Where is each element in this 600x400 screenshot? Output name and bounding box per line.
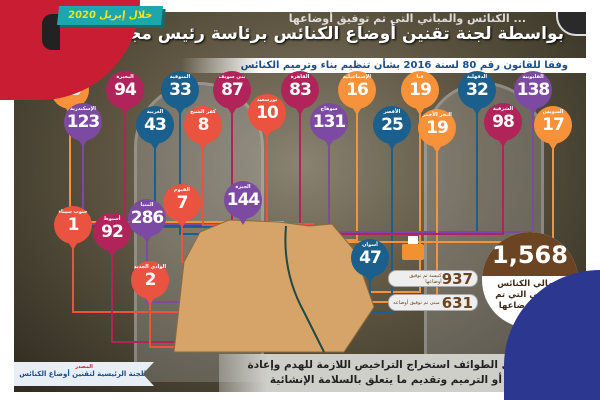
governorate-name: الشرقية — [492, 106, 514, 112]
egypt-map — [173, 219, 375, 353]
governorate-value: 43 — [144, 115, 167, 135]
governorate-pin: القليوبية 138 — [514, 71, 552, 115]
governorate-value: 32 — [466, 80, 489, 100]
nile-river — [284, 225, 325, 353]
map-shape — [173, 219, 375, 353]
churches-count: 937 — [441, 269, 473, 288]
governorate-value: 131 — [312, 112, 347, 132]
governorate-value: 19 — [426, 118, 449, 138]
footer-note: تتولى الطوائف استخراج التراخيص اللازمة ل… — [219, 354, 539, 392]
governorate-name: الغربية — [146, 109, 164, 115]
governorate-name: الفيوم — [173, 187, 191, 193]
governorate-pin: سوهاج 131 — [310, 103, 348, 147]
churches-pill: 937 كنيسة تم توفيق أوضاعها — [388, 269, 478, 288]
governorate-pin: بني سويف 87 — [213, 71, 251, 115]
governorate-value: 94 — [114, 80, 137, 100]
governorate-pin: الشرقية 98 — [484, 103, 522, 147]
source-ribbon: المصدر اللجنة الرئيسية لتقنين أوضاع الكن… — [14, 362, 154, 386]
governorate-value: 25 — [381, 115, 404, 135]
governorate-value: 123 — [66, 112, 101, 132]
governorate-pin: قنا 19 — [401, 71, 439, 115]
governorate-pin: الغربية 43 — [136, 106, 174, 150]
logo — [42, 14, 60, 50]
governorate-pin: جنوب سيناء 1 — [54, 206, 92, 250]
governorate-name: الإسماعيلية — [342, 74, 372, 80]
buildings-count: 631 — [441, 293, 473, 312]
governorate-value: 98 — [492, 112, 515, 132]
governorate-pin: الدقهلية 32 — [458, 71, 496, 115]
governorate-pin: البحر الأحمر 19 — [418, 109, 456, 153]
governorate-value: 10 — [256, 103, 279, 123]
governorate-pin: الإسماعيلية 16 — [338, 71, 376, 115]
governorate-pin: المنوفية 33 — [161, 71, 199, 115]
governorate-pin: القاهرة 83 — [281, 71, 319, 115]
governorate-value: 92 — [101, 222, 124, 242]
governorate-value: 2 — [144, 270, 157, 290]
governorate-name: البحيرة — [116, 74, 134, 80]
churches-label: كنيسة تم توفيق أوضاعها — [409, 272, 442, 285]
governorate-name: الجيزة — [235, 184, 251, 190]
governorate-value: 1 — [67, 215, 80, 235]
governorate-name: جنوب سيناء — [58, 209, 88, 215]
governorate-value: 83 — [289, 80, 312, 100]
title-partial: ... الكنائس والمباني التي تم توفيق أوضاع… — [288, 12, 526, 25]
governorate-value: 47 — [359, 248, 382, 268]
governorate-value: 87 — [221, 80, 244, 100]
governorate-pin: الجيزة 144 — [224, 181, 262, 225]
governorate-name: البحر الأحمر — [422, 112, 452, 118]
governorate-pin: بورسعيد 10 — [248, 94, 286, 138]
governorate-pin: الأقصر 25 — [373, 106, 411, 150]
governorate-pin: الإسكندرية 123 — [64, 103, 102, 147]
governorate-name: الدقهلية — [466, 74, 488, 80]
governorate-name: سوهاج — [320, 106, 338, 112]
governorate-name: المنوفية — [169, 74, 191, 80]
governorate-pin: السويس 17 — [534, 106, 572, 150]
governorate-value: 7 — [176, 193, 189, 213]
subtitle: وفقا للقانون رقم 80 لسنة 2016 بشأن تنظيم… — [180, 58, 586, 73]
infographic: ... الكنائس والمباني التي تم توفيق أوضاع… — [14, 12, 586, 392]
governorate-pin: أسيوط 92 — [93, 213, 131, 257]
governorate-value: 144 — [226, 190, 261, 210]
governorate-value: 19 — [409, 80, 432, 100]
governorate-value: 8 — [197, 115, 210, 135]
church-icon — [402, 236, 424, 260]
governorate-value: 138 — [516, 80, 551, 100]
governorate-value: 17 — [542, 115, 565, 135]
connector-line — [319, 142, 504, 235]
buildings-pill: 631 مبنى تم توفيق أوضاعه — [388, 293, 478, 312]
governorate-name: أسوان — [362, 242, 378, 248]
governorate-name: بورسعيد — [256, 97, 278, 103]
governorate-pin: المنيا 286 — [128, 199, 166, 243]
governorate-name: القاهرة — [290, 74, 310, 80]
governorate-pin: كفر الشيخ 8 — [184, 106, 222, 150]
governorate-name: كفر الشيخ — [190, 109, 216, 115]
governorate-name: المنيا — [140, 202, 154, 208]
governorate-name: بني سويف — [218, 74, 246, 80]
governorate-name: الإسكندرية — [70, 106, 96, 112]
governorate-name: الأقصر — [383, 109, 401, 115]
page-title: بواسطة لجنة تقنين أوضاع الكنائس برئاسة ر… — [35, 24, 564, 44]
source-heading: المصدر — [75, 364, 93, 370]
governorate-name: الوادي الجديد — [133, 264, 167, 270]
governorate-value: 286 — [130, 208, 165, 228]
source-text: اللجنة الرئيسية لتقنين أوضاع الكنائس — [19, 370, 149, 378]
governorate-name: القليوبية — [522, 74, 544, 80]
governorate-pin: أسوان 47 — [351, 239, 389, 283]
governorate-name: السويس — [542, 109, 564, 115]
buildings-label: مبنى تم توفيق أوضاعه — [393, 299, 440, 306]
governorate-name: أسيوط — [103, 216, 121, 222]
date-badge: خلال إبريل 2020 — [57, 6, 164, 25]
governorate-pin: الوادي الجديد 2 — [131, 261, 169, 305]
governorate-pin: البحيرة 94 — [106, 71, 144, 115]
governorate-name: قنا — [416, 74, 424, 80]
governorate-value: 33 — [169, 80, 192, 100]
governorate-pin: الفيوم 7 — [163, 184, 201, 228]
governorate-value: 16 — [346, 80, 369, 100]
